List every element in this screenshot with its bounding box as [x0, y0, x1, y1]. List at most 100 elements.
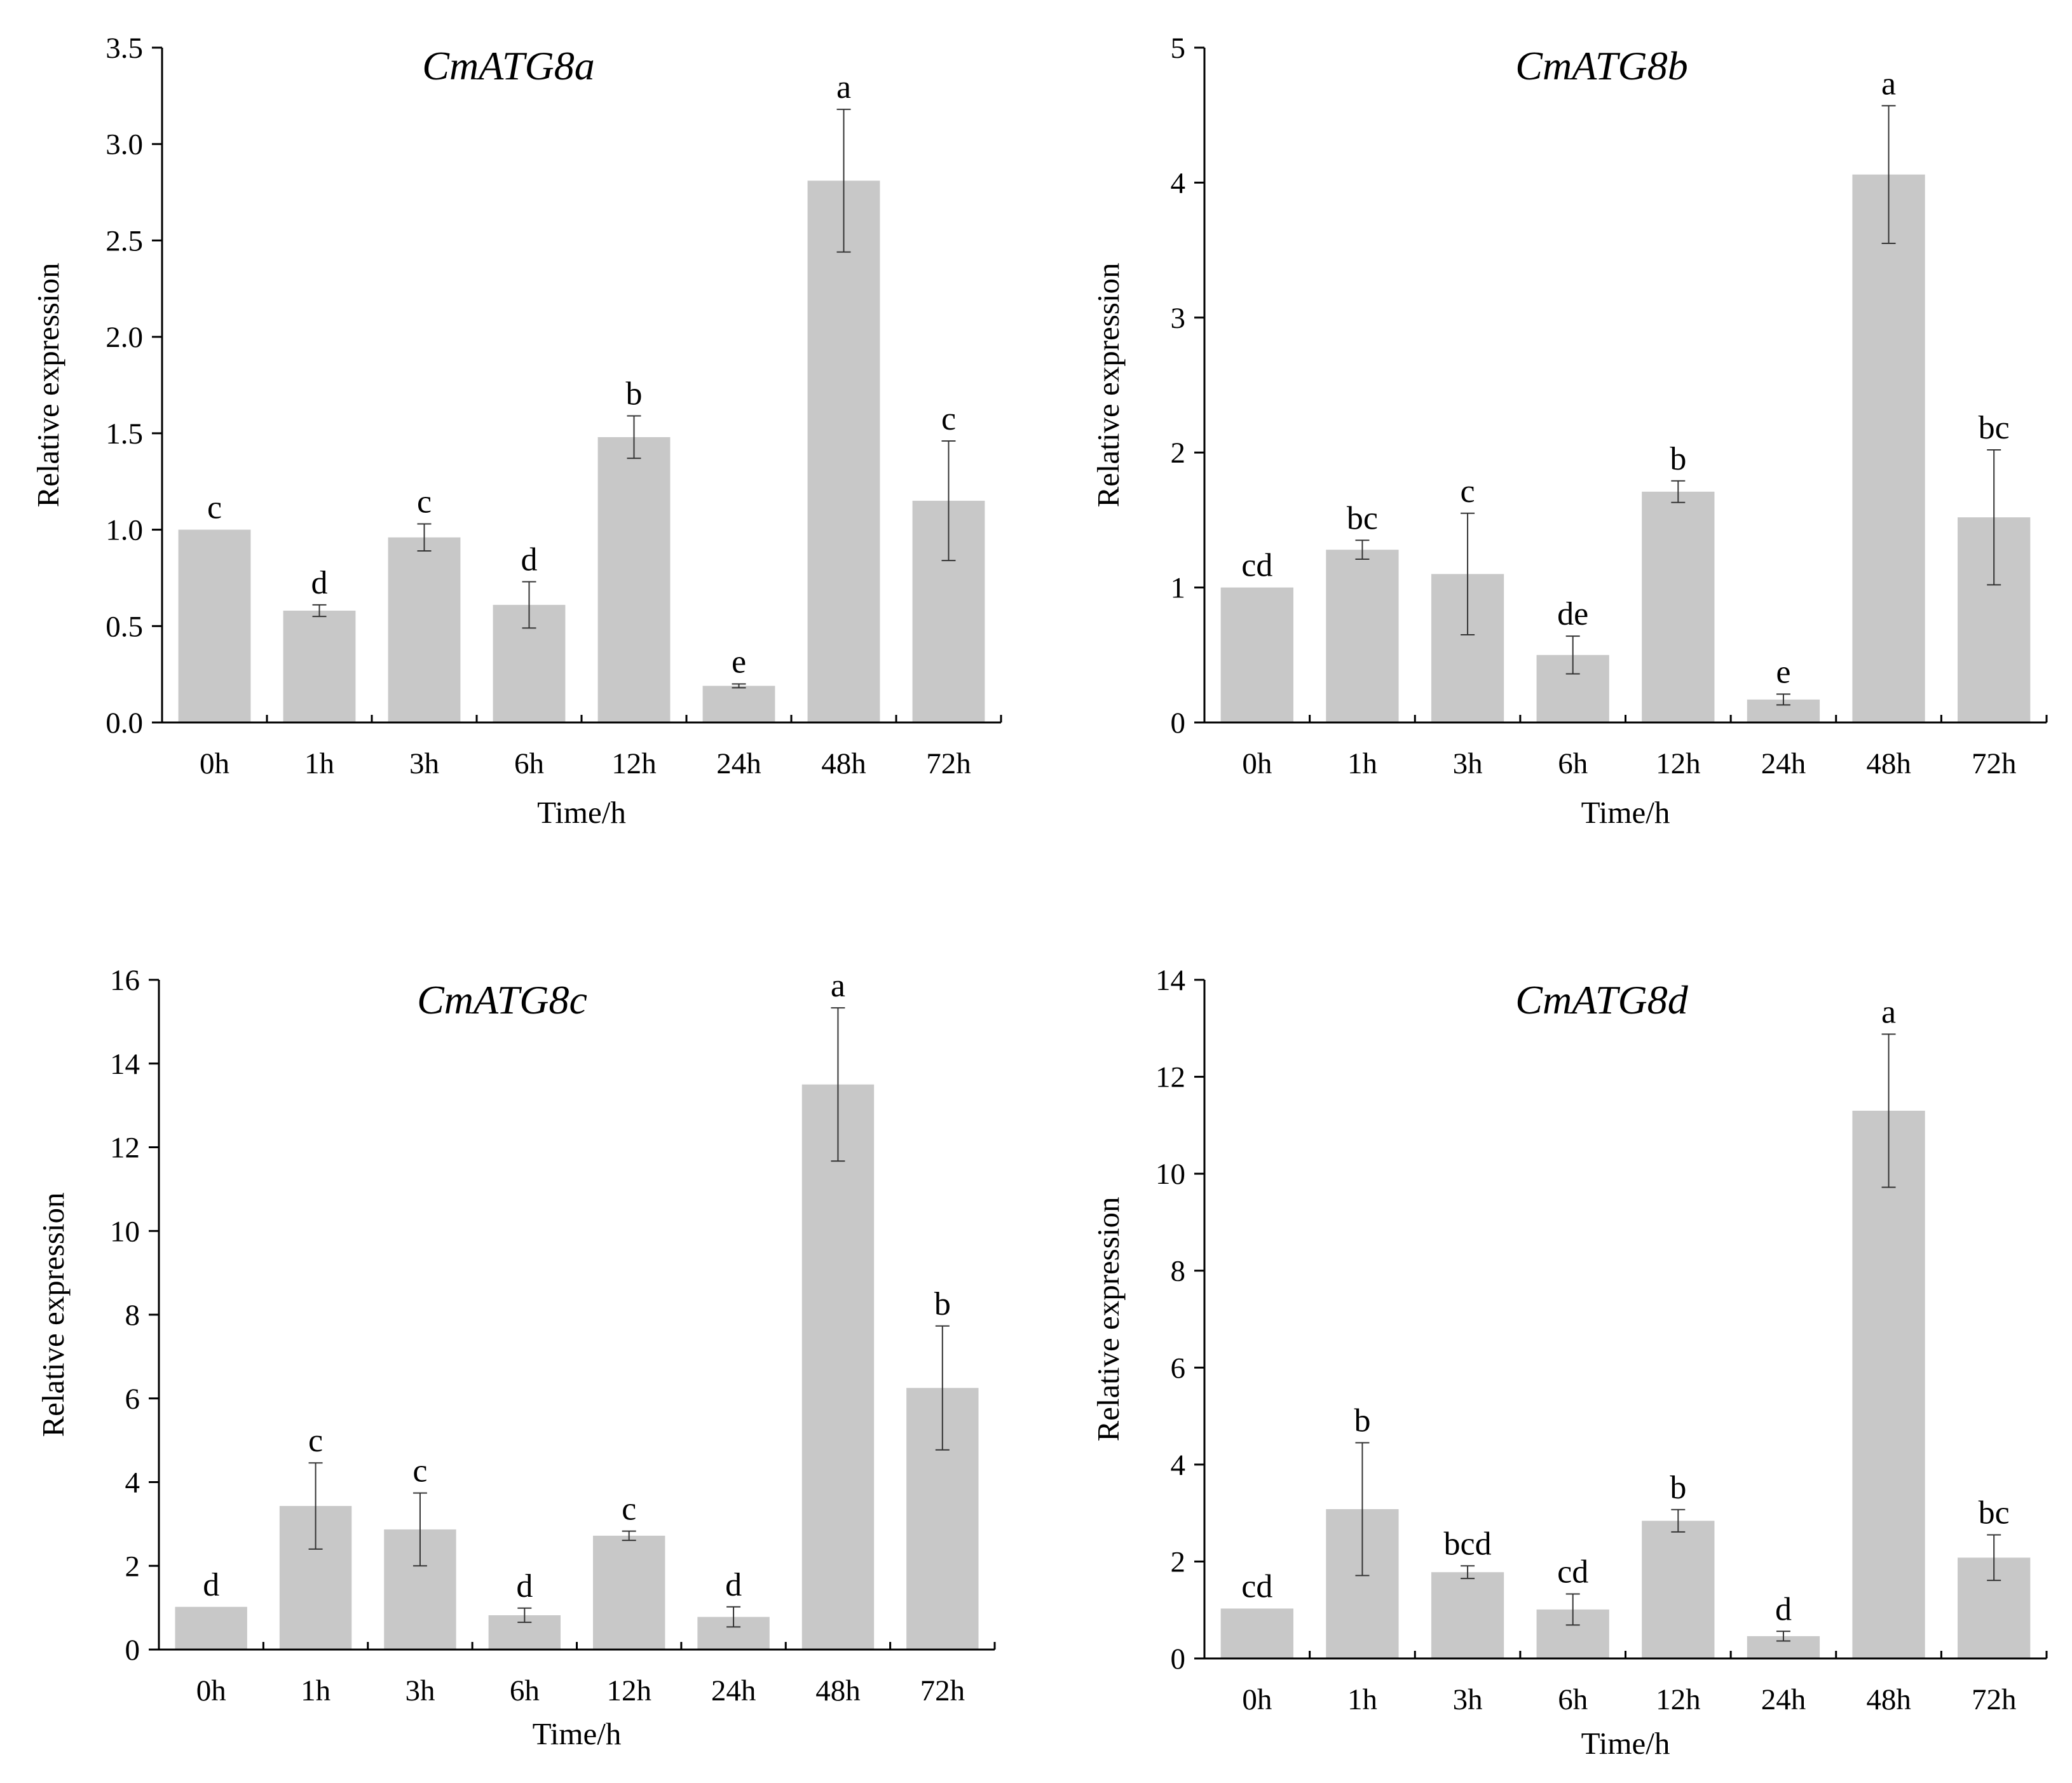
- y-tick-label: 0.5: [106, 610, 143, 643]
- bar: [807, 180, 880, 722]
- x-tick-label: 3h: [405, 1674, 435, 1707]
- significance-label: c: [412, 1453, 427, 1489]
- x-tick-label: 1h: [304, 747, 334, 780]
- x-tick-label: 12h: [606, 1674, 651, 1707]
- x-axis-title: Time/h: [537, 795, 626, 830]
- bar: [283, 611, 356, 722]
- x-tick-label: 6h: [1558, 1683, 1588, 1716]
- chart-title: CmATG8a: [422, 43, 594, 88]
- significance-label: c: [1461, 473, 1475, 510]
- y-tick-label: 0: [1171, 1643, 1186, 1676]
- y-tick-label: 2.5: [106, 224, 143, 257]
- significance-label: c: [622, 1491, 636, 1528]
- chart-title: CmATG8d: [1515, 977, 1688, 1022]
- y-tick-label: 10: [1155, 1158, 1185, 1191]
- x-tick-label: 48h: [815, 1674, 861, 1707]
- x-tick-label: 3h: [1453, 1683, 1483, 1716]
- significance-label: e: [732, 644, 746, 680]
- y-tick-label: 2: [125, 1550, 140, 1583]
- significance-label: c: [417, 484, 432, 520]
- x-tick-label: 24h: [716, 747, 761, 780]
- bar: [1431, 1572, 1504, 1658]
- bar: [1642, 491, 1715, 722]
- bar: [1220, 1608, 1293, 1658]
- significance-label: a: [1881, 65, 1896, 102]
- y-tick-label: 0.0: [106, 707, 143, 740]
- bar: [1852, 174, 1925, 722]
- x-tick-label: 1h: [1347, 1683, 1377, 1716]
- bar: [1220, 587, 1293, 722]
- significance-label: b: [934, 1286, 951, 1322]
- significance-label: b: [1354, 1403, 1370, 1439]
- y-tick-label: 4: [1171, 166, 1186, 200]
- significance-label: de: [1557, 596, 1588, 632]
- panel-cmatg8a: c 0h d 1h c 3h d 6h b 12h e 24h a 48h c 72h 0.0 0.5 1.0 1.5…: [31, 32, 1002, 830]
- y-tick-label: 2: [1171, 437, 1186, 470]
- y-tick-label: 10: [110, 1215, 140, 1248]
- x-tick-label: 48h: [1866, 1683, 1911, 1716]
- bar: [801, 1084, 875, 1650]
- significance-label: d: [516, 1568, 533, 1604]
- x-tick-label: 6h: [510, 1674, 540, 1707]
- x-tick-label: 0h: [200, 747, 229, 780]
- y-axis-title: Relative expression: [1091, 1197, 1126, 1441]
- x-tick-label: 6h: [514, 747, 544, 780]
- significance-label: cd: [1241, 548, 1272, 584]
- bar: [1642, 1521, 1715, 1658]
- significance-label: a: [836, 69, 851, 105]
- bar: [178, 529, 251, 722]
- significance-label: d: [1775, 1591, 1792, 1627]
- bar: [1326, 550, 1399, 722]
- y-axis-title: Relative expression: [1091, 262, 1126, 507]
- x-tick-label: 48h: [1866, 747, 1911, 780]
- y-tick-label: 1.0: [106, 514, 143, 547]
- significance-label: cd: [1241, 1568, 1272, 1604]
- x-tick-label: 12h: [1656, 1683, 1701, 1716]
- x-tick-label: 1h: [1347, 747, 1377, 780]
- bar: [388, 537, 461, 722]
- significance-label: bc: [1347, 500, 1378, 536]
- significance-label: e: [1776, 654, 1790, 690]
- chart-title: CmATG8c: [417, 977, 587, 1022]
- y-tick-label: 3.0: [106, 128, 143, 161]
- significance-label: d: [203, 1567, 219, 1603]
- x-tick-label: 24h: [1761, 1683, 1806, 1716]
- significance-label: bcd: [1444, 1526, 1492, 1562]
- significance-label: cd: [1557, 1554, 1588, 1590]
- significance-label: bc: [1979, 1495, 2010, 1531]
- y-tick-label: 14: [110, 1048, 140, 1081]
- x-tick-label: 3h: [1453, 747, 1483, 780]
- panel-cmatg8c: d 0h c 1h c 3h d 6h c 12h d 24h a 48h b 72h 0 2 4 6 8 10 12 14 1…: [36, 964, 996, 1751]
- y-axis-title: Relative expression: [36, 1192, 71, 1437]
- y-tick-label: 2.0: [106, 321, 143, 354]
- y-tick-label: 0: [1171, 707, 1186, 740]
- panel-cmatg8b: cd 0h bc 1h c 3h de 6h b 12h e 24h a 48h bc 72h 0 1 2 3 4 5 Cm…: [1091, 32, 2048, 830]
- x-tick-label: 24h: [1761, 747, 1806, 780]
- bar: [597, 437, 671, 722]
- x-tick-label: 72h: [926, 747, 971, 780]
- y-tick-label: 6: [1171, 1352, 1186, 1385]
- panel-cmatg8d: cd 0h b 1h bcd 3h cd 6h b 12h d 24h a 48h bc 72h 0 2 4 6 8 10…: [1091, 964, 2048, 1761]
- y-tick-label: 12: [1155, 1061, 1185, 1094]
- significance-label: b: [1670, 441, 1686, 477]
- x-tick-label: 72h: [920, 1674, 965, 1707]
- x-tick-label: 1h: [301, 1674, 331, 1707]
- significance-label: c: [308, 1423, 323, 1459]
- x-tick-label: 0h: [1242, 1683, 1272, 1716]
- x-tick-label: 72h: [1972, 1683, 2017, 1716]
- y-tick-label: 3.5: [106, 32, 143, 65]
- x-tick-label: 6h: [1558, 747, 1588, 780]
- significance-label: c: [207, 490, 222, 526]
- x-axis-title: Time/h: [1581, 1726, 1670, 1761]
- chart-title: CmATG8b: [1515, 43, 1687, 88]
- significance-label: d: [725, 1567, 742, 1603]
- bar: [592, 1535, 665, 1650]
- y-tick-label: 2: [1171, 1545, 1186, 1578]
- significance-label: d: [521, 541, 538, 578]
- significance-label: b: [626, 376, 643, 412]
- y-tick-label: 1.5: [106, 417, 143, 451]
- y-tick-label: 14: [1155, 964, 1185, 997]
- y-axis-title: Relative expression: [31, 262, 65, 507]
- x-axis-title: Time/h: [1581, 795, 1670, 830]
